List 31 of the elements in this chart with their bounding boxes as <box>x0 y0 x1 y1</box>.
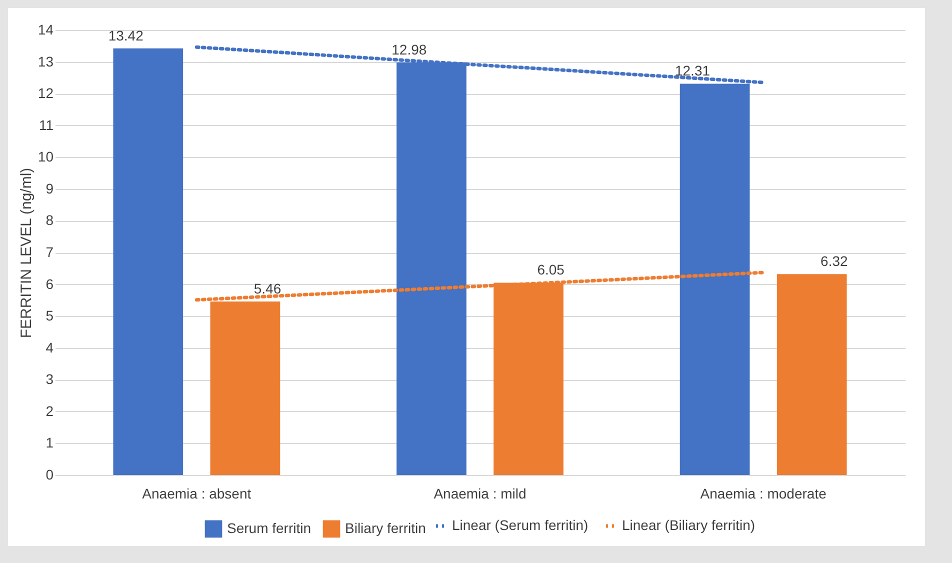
data-label: 13.42 <box>108 27 144 44</box>
y-tick-label: 1 <box>46 434 54 451</box>
legend-label: Linear (Biliary ferritin) <box>622 517 756 533</box>
y-tick-label: 0 <box>46 466 54 482</box>
y-tick-label: 2 <box>46 402 54 419</box>
y-tick-label: 13 <box>38 53 54 70</box>
y-tick-label: 5 <box>46 308 54 324</box>
bar <box>113 48 184 475</box>
y-tick-label: 10 <box>38 148 54 165</box>
y-tick-label: 6 <box>46 276 54 292</box>
data-label: 12.31 <box>674 62 710 79</box>
y-tick-label: 14 <box>38 22 54 38</box>
y-tick-label: 3 <box>46 371 54 388</box>
legend-label: Biliary ferritin <box>345 520 426 536</box>
y-tick-label: 4 <box>46 339 54 356</box>
x-tick-label: Anaemia : absent <box>142 486 252 502</box>
y-tick-label: 7 <box>46 244 54 260</box>
y-axis-title: FERRITIN LEVEL (ng/ml) <box>18 168 35 338</box>
data-label: 6.05 <box>537 262 565 278</box>
legend-label: Linear (Serum ferritin) <box>452 517 588 533</box>
y-tick-label: 8 <box>46 212 54 228</box>
x-tick-label: Anaemia : moderate <box>700 486 827 502</box>
y-tick-label: 11 <box>38 116 54 133</box>
x-tick-label: Anaemia : mild <box>434 486 526 502</box>
bar <box>776 274 847 475</box>
data-label: 6.32 <box>820 253 848 270</box>
legend-label: Serum ferritin <box>227 520 312 536</box>
y-tick-label: 9 <box>46 180 54 196</box>
data-label: 12.98 <box>392 41 427 58</box>
y-tick-label: 12 <box>38 85 54 102</box>
data-label: 5.46 <box>254 280 282 296</box>
